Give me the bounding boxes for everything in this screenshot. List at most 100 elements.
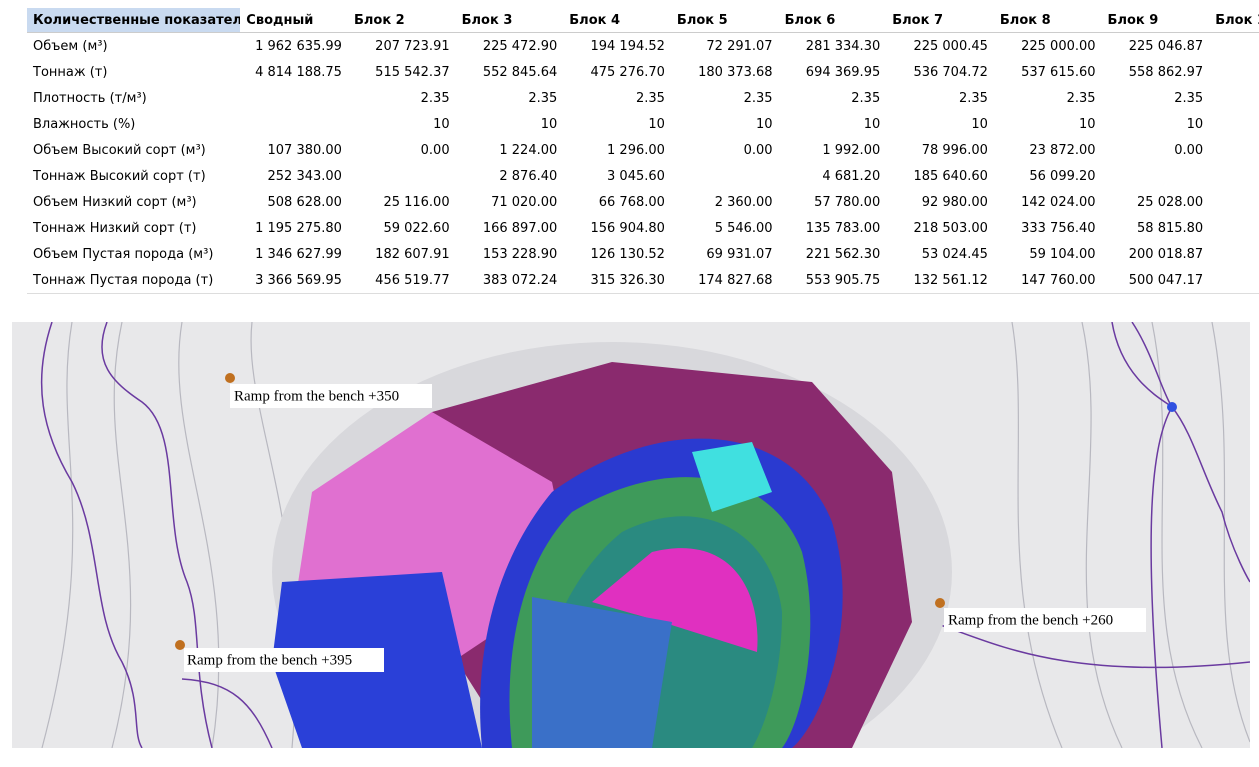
cell: 153 228.90 xyxy=(482,246,558,262)
cell: 553 905.75 xyxy=(805,272,881,288)
cell: 4 681.20 xyxy=(822,168,881,184)
cell: 135 783.00 xyxy=(805,220,881,236)
cell: 537 615.60 xyxy=(1021,64,1096,80)
cell: 508 628.00 xyxy=(267,194,342,210)
cell: 1 992.00 xyxy=(822,142,881,158)
ramp-marker xyxy=(175,640,185,650)
label-box xyxy=(184,648,384,672)
cell: 200 018.87 xyxy=(1128,246,1204,262)
cell: 694 369.95 xyxy=(805,64,881,80)
cell: 2.35 xyxy=(958,90,988,106)
cell: 142 024.00 xyxy=(1021,194,1096,210)
cell: 2.35 xyxy=(528,90,558,106)
column-header: Блок 7 xyxy=(886,8,994,33)
table-row: Объем (м³) 1 962 635.99 207 723.91 225 472.… xyxy=(27,33,1259,60)
cell: 10 xyxy=(648,116,665,132)
column-header: Блок 3 xyxy=(455,8,564,33)
header-row: Количественные показатели Сводный Блок 2 Бл… xyxy=(27,8,1259,33)
cell xyxy=(671,163,779,189)
cell xyxy=(348,163,456,189)
cell: 0.00 xyxy=(1174,142,1204,158)
cell: 281 334.30 xyxy=(805,38,881,54)
cell: 126 130.52 xyxy=(590,246,665,262)
cell xyxy=(1209,85,1259,111)
cell: 2.35 xyxy=(851,90,881,106)
row-label: Объем Пустая порода (м³) xyxy=(33,246,214,262)
row-label: Плотность (т/м³) xyxy=(33,90,147,106)
cell: 71 020.00 xyxy=(491,194,558,210)
cell: 156 904.80 xyxy=(590,220,665,236)
cell: 225 000.45 xyxy=(913,38,988,54)
cell: 194 194.52 xyxy=(590,38,665,54)
block-magenta xyxy=(592,548,758,652)
cell: 2.35 xyxy=(1066,90,1096,106)
cell: 5 546.00 xyxy=(714,220,773,236)
table-row: Тоннаж (т) 4 814 188.75 515 542.37 552 845.… xyxy=(27,59,1259,85)
cell: 92 980.00 xyxy=(921,194,988,210)
cell: 456 519.77 xyxy=(375,272,450,288)
cell: 221 562.30 xyxy=(805,246,881,262)
table-row: Тоннаж Пустая порода (т) 3 366 569.95 456 … xyxy=(27,267,1259,293)
cell: 43 xyxy=(1209,215,1259,241)
table-row: Объем Высокий сорт (м³) 107 380.00 0.00 1 2… xyxy=(27,137,1259,163)
column-header: Блок 5 xyxy=(670,8,779,33)
cell: 10 xyxy=(971,116,988,132)
ramp-marker xyxy=(935,598,945,608)
cell: 252 343.00 xyxy=(267,168,342,184)
cell xyxy=(1102,163,1210,189)
cell: 23 872.00 xyxy=(1029,142,1096,158)
cell: 3 366 569.95 xyxy=(255,272,342,288)
cell: 315 326.30 xyxy=(590,272,665,288)
row-label: Тоннаж (т) xyxy=(33,64,108,80)
block-lightblue xyxy=(532,597,672,748)
cell: 101 xyxy=(1209,241,1259,267)
cell: 552 845.64 xyxy=(482,64,558,80)
table: Количественные показатели Сводный Блок 2 Бл… xyxy=(27,8,1259,293)
cell: 25 028.00 xyxy=(1137,194,1204,210)
cell: 536 704.72 xyxy=(913,64,988,80)
cell: 515 542.37 xyxy=(375,64,450,80)
row-label: Тоннаж Пустая порода (т) xyxy=(33,272,214,288)
cell: 1 224.00 xyxy=(499,142,558,158)
cell: 2.35 xyxy=(420,90,450,106)
row-label: Объем (м³) xyxy=(33,38,108,54)
cell: 72 291.07 xyxy=(706,38,773,54)
ramp-marker xyxy=(225,373,235,383)
cell: 2.35 xyxy=(1174,90,1204,106)
column-header: Сводный xyxy=(240,8,348,33)
cell: 1 296.00 xyxy=(607,142,665,158)
cell: 1 962 635.99 xyxy=(255,38,342,54)
cell: 1 195 275.80 xyxy=(255,220,342,236)
cell xyxy=(1209,111,1259,137)
cell: 10 xyxy=(540,116,558,132)
cell: 2 876.40 xyxy=(499,168,558,184)
results-table: Количественные показатели Сводный Блок 2 Бл… xyxy=(27,8,1259,294)
cell: 0.00 xyxy=(420,142,450,158)
column-header: Блок 4 xyxy=(563,8,671,33)
cell: 180 373.68 xyxy=(698,64,773,80)
column-header: Блок 9 xyxy=(1101,8,1210,33)
table-row: Объем Пустая порода (м³) 1 346 627.99 182 … xyxy=(27,241,1259,267)
cell: 66 768.00 xyxy=(598,194,665,210)
cell: 2.35 xyxy=(635,90,665,106)
cell: 254 xyxy=(1209,267,1259,293)
cell: 225 000.00 xyxy=(1021,38,1096,54)
cell: 185 640.60 xyxy=(913,168,988,184)
cell: 383 072.24 xyxy=(482,272,558,288)
cell: 225 472.90 xyxy=(482,38,558,54)
ramp-label: Ramp from the bench +350 xyxy=(234,388,399,404)
column-header: Количественные показатели xyxy=(27,8,241,33)
table-row: Тоннаж Высокий сорт (т) 252 343.00 2 876.4… xyxy=(27,163,1259,189)
cell: 500 047.17 xyxy=(1128,272,1204,288)
cell: 1 346 627.99 xyxy=(255,246,342,262)
cell: 4 814 188.75 xyxy=(255,64,342,80)
cell: 225 046.87 xyxy=(1128,38,1204,54)
cell: 58 815.80 xyxy=(1137,220,1204,236)
label-box xyxy=(944,608,1146,632)
cell: 10 xyxy=(863,116,881,132)
table-row: Плотность (т/м³) 2.35 2.35 2.35 2.35 2.35 2.35… xyxy=(27,85,1259,111)
cell xyxy=(1209,163,1259,189)
cell: 107 380.00 xyxy=(267,142,342,158)
column-header: Блок 6 xyxy=(778,8,887,33)
